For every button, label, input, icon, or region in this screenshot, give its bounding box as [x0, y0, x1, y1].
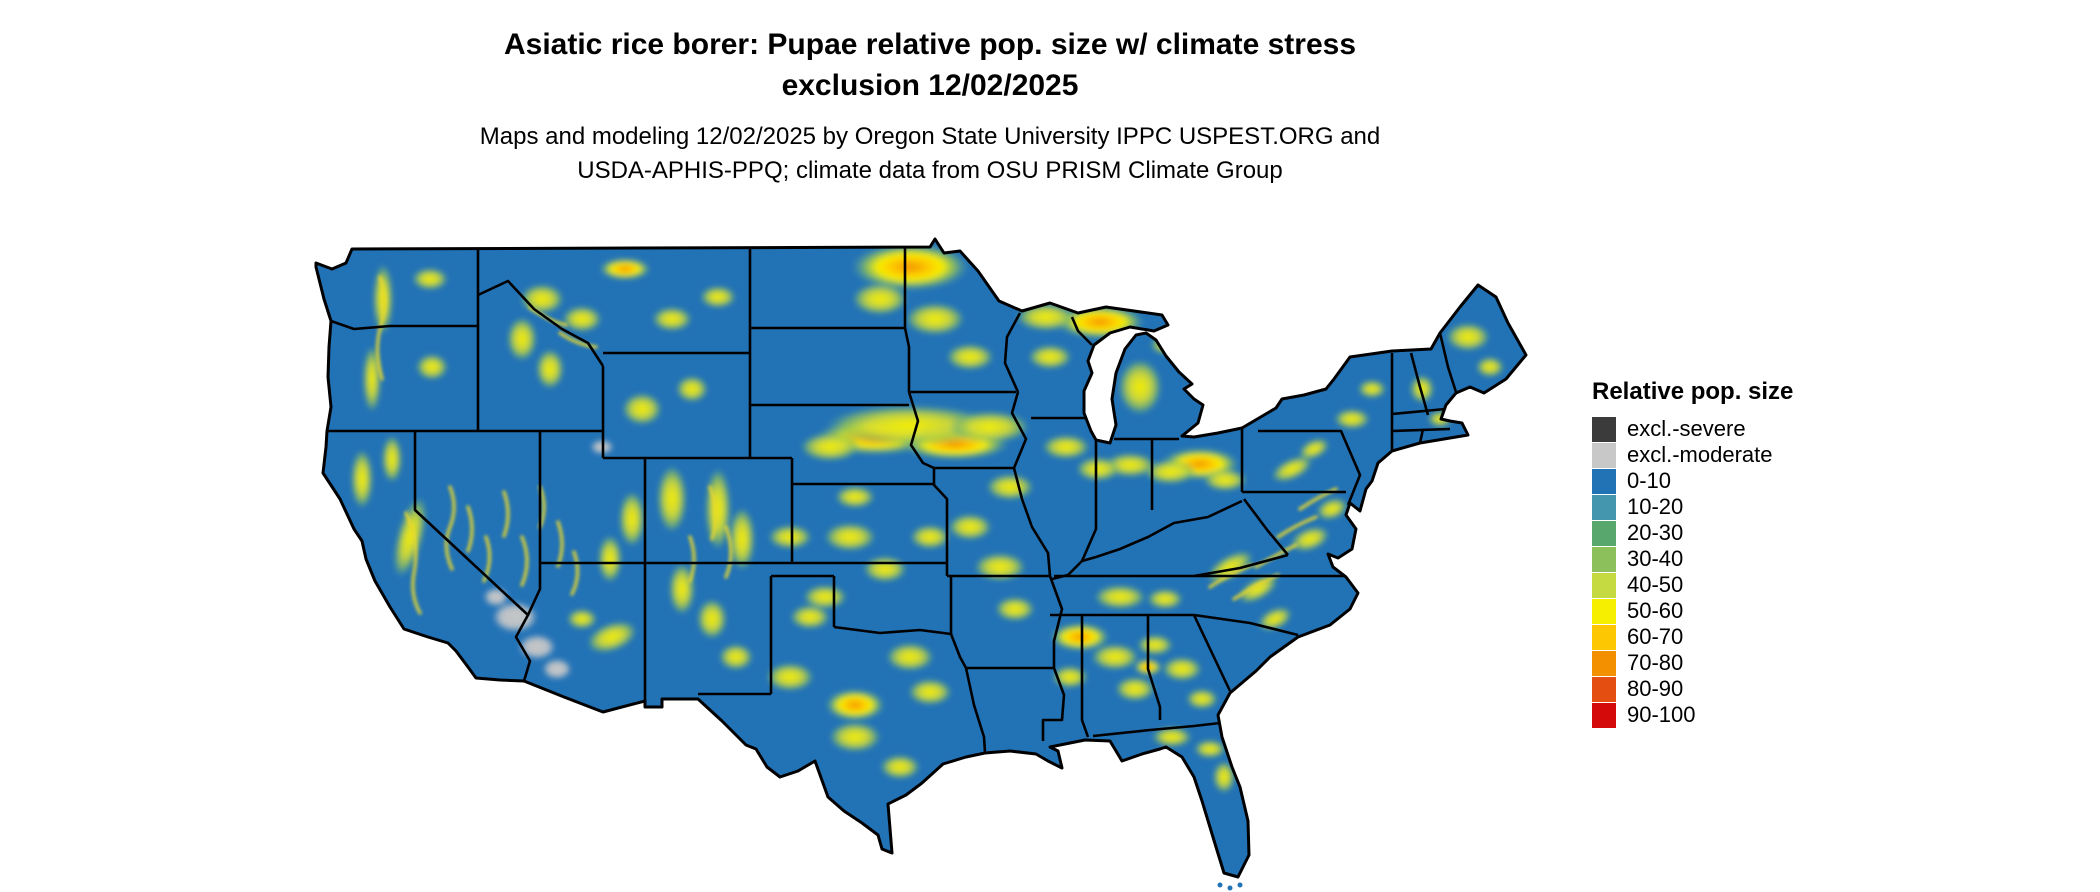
legend-item: 60-70: [1592, 624, 1892, 650]
legend-item: 40-50: [1592, 572, 1892, 598]
legend-item: 10-20: [1592, 494, 1892, 520]
legend-swatch-60-70: [1592, 624, 1616, 650]
legend-item: excl.-moderate: [1592, 442, 1892, 468]
legend-item-label: 80-90: [1627, 676, 1684, 701]
legend-swatch-30-40: [1592, 546, 1616, 572]
us-map: [310, 236, 1546, 892]
legend-item-label: excl.-moderate: [1627, 442, 1773, 467]
legend-item-label: 60-70: [1627, 624, 1684, 649]
legend-item: excl.-severe: [1592, 416, 1892, 442]
legend-swatch-0-10: [1592, 468, 1616, 494]
legend-item: 80-90: [1592, 676, 1892, 702]
legend-item-label: 40-50: [1627, 572, 1684, 597]
state-borders: [327, 247, 1458, 753]
legend-item-label: 30-40: [1627, 546, 1684, 571]
legend-swatch-excl-moderate: [1592, 442, 1616, 468]
map-header: Asiatic rice borer: Pupae relative pop. …: [0, 24, 1860, 188]
legend-swatch-excl-severe: [1592, 416, 1616, 442]
legend-swatch-40-50: [1592, 572, 1616, 598]
legend-item-label: 90-100: [1627, 702, 1696, 727]
legend: Relative pop. size excl.-severe excl.-mo…: [1592, 378, 1892, 728]
legend-item: 0-10: [1592, 468, 1892, 494]
legend-item-label: 70-80: [1627, 650, 1684, 675]
legend-title: Relative pop. size: [1592, 378, 1794, 405]
legend-item: 70-80: [1592, 650, 1892, 676]
legend-swatch-50-60: [1592, 598, 1616, 624]
legend-swatch-10-20: [1592, 494, 1616, 520]
map-title-line-1: Asiatic rice borer: Pupae relative pop. …: [503, 28, 1357, 61]
florida-keys-dots: [1217, 882, 1243, 891]
legend-item-label: 50-60: [1627, 598, 1684, 623]
us-map-svg: [314, 237, 1528, 891]
map-subtitle: Maps and modeling 12/02/2025 by Oregon S…: [0, 120, 1860, 188]
map-subtitle-line-2: USDA-APHIS-PPQ; climate data from OSU PR…: [577, 157, 1283, 184]
legend-item: 50-60: [1592, 598, 1892, 624]
legend-item: 20-30: [1592, 520, 1892, 546]
legend-item-label: 20-30: [1627, 520, 1684, 545]
legend-item: 30-40: [1592, 546, 1892, 572]
legend-swatch-70-80: [1592, 650, 1616, 676]
legend-item: 90-100: [1592, 702, 1892, 728]
us-outline: [314, 237, 1528, 879]
legend-swatch-90-100: [1592, 702, 1616, 728]
legend-item-label: 0-10: [1627, 468, 1672, 493]
legend-item-label: excl.-severe: [1627, 416, 1746, 441]
map-title-line-2: exclusion 12/02/2025: [781, 69, 1079, 102]
legend-swatch-20-30: [1592, 520, 1616, 546]
map-subtitle-line-1: Maps and modeling 12/02/2025 by Oregon S…: [479, 123, 1381, 150]
population-patches-layer: [351, 243, 1504, 793]
legend-item-label: 10-20: [1627, 494, 1684, 519]
legend-swatch-80-90: [1592, 676, 1616, 702]
